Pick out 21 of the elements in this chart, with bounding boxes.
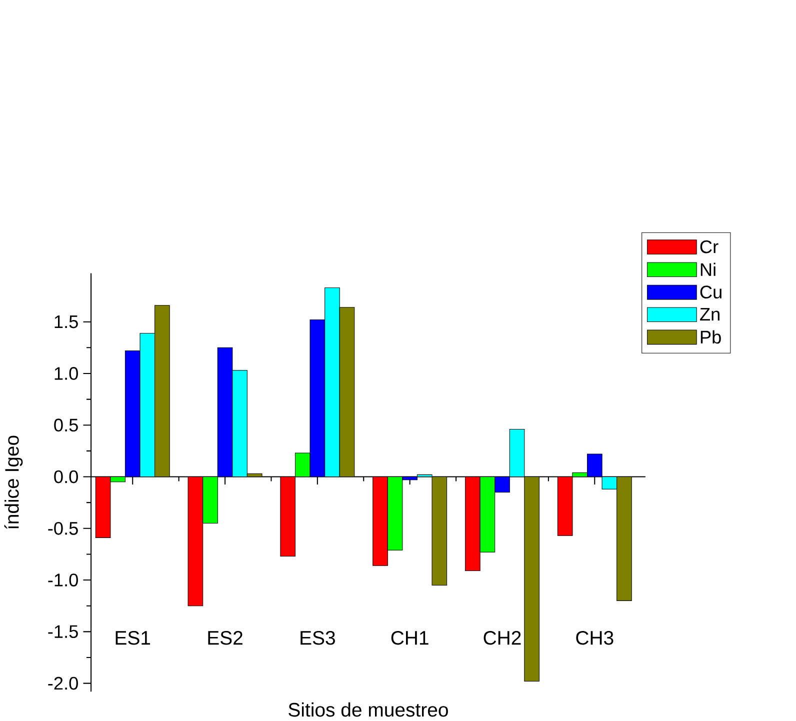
y-tick-label: 0.0	[54, 470, 78, 484]
legend-label: Ni	[700, 262, 716, 276]
y-tick-label: -0.5	[48, 522, 78, 535]
x-tick-label: CH1	[391, 630, 428, 645]
x-tick-label: CH2	[484, 630, 521, 645]
y-axis-title: índice Igeo	[4, 436, 23, 529]
y-tick-label: 1.5	[54, 316, 78, 328]
y-tick-label: -1.0	[48, 574, 78, 586]
x-axis-title: Sitios de muestreo	[288, 702, 448, 717]
x-tick-label: CH3	[576, 630, 614, 645]
y-tick-label: -1.5	[48, 625, 78, 638]
y-tick-label: 1.0	[54, 367, 78, 380]
legend-label: Cr	[700, 240, 718, 254]
y-tick-label: -2.0	[48, 676, 78, 690]
x-tick-label: ES1	[116, 630, 150, 645]
legend-label: Zn	[700, 308, 720, 321]
x-tick-label: ES2	[208, 630, 242, 645]
x-tick-label: ES3	[300, 630, 335, 645]
legend-label: Cu	[700, 286, 722, 298]
legend-label: Pb	[700, 330, 721, 344]
y-tick-label: 0.5	[54, 418, 78, 432]
